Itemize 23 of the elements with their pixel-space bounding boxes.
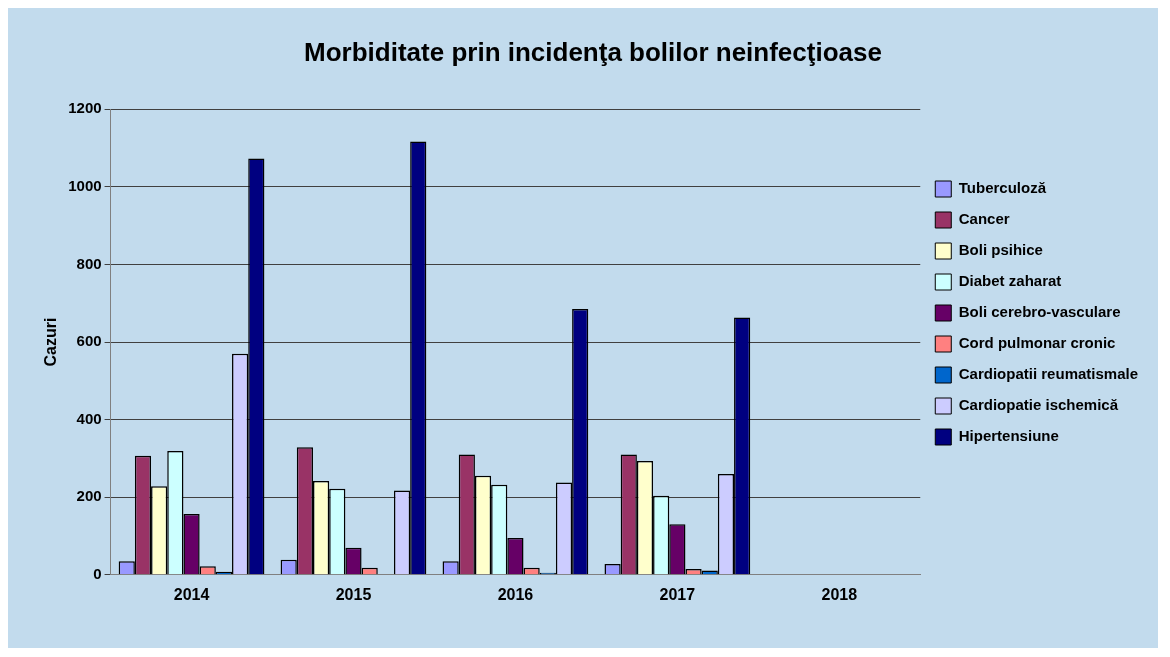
legend-label: Cancer — [958, 210, 1010, 228]
x-tick-label: 2015 — [335, 585, 372, 603]
x-tick-label: 2014 — [173, 585, 210, 603]
y-tick-label: 1000 — [68, 176, 102, 194]
legend-label: Cardiopatii reumatismale — [958, 365, 1139, 383]
y-tick-label: 1200 — [68, 99, 102, 117]
y-tick-label: 200 — [76, 487, 102, 505]
y-tick-label: 400 — [76, 409, 102, 427]
legend-label: Hipertensiune — [958, 427, 1059, 445]
legend-label: Cord pulmonar cronic — [958, 334, 1116, 352]
legend-label: Diabet zaharat — [958, 272, 1062, 290]
legend-label: Boli psihice — [958, 241, 1043, 259]
y-tick-label: 800 — [76, 254, 102, 272]
y-tick-label: 600 — [76, 332, 102, 350]
y-tick-label: 0 — [93, 564, 102, 582]
x-tick-label: 2016 — [497, 585, 534, 603]
chart-title: Morbiditate prin incidenţa bolilor neinfecţioase — [304, 36, 882, 67]
legend-label: Tuberculoză — [958, 179, 1047, 197]
x-tick-label: 2017 — [659, 585, 696, 603]
x-tick-label: 2018 — [821, 585, 858, 603]
legend-label: Boli cerebro-vasculare — [958, 303, 1121, 321]
y-axis-title: Cazuri — [42, 317, 60, 367]
legend-label: Cardiopatie ischemică — [958, 396, 1119, 414]
